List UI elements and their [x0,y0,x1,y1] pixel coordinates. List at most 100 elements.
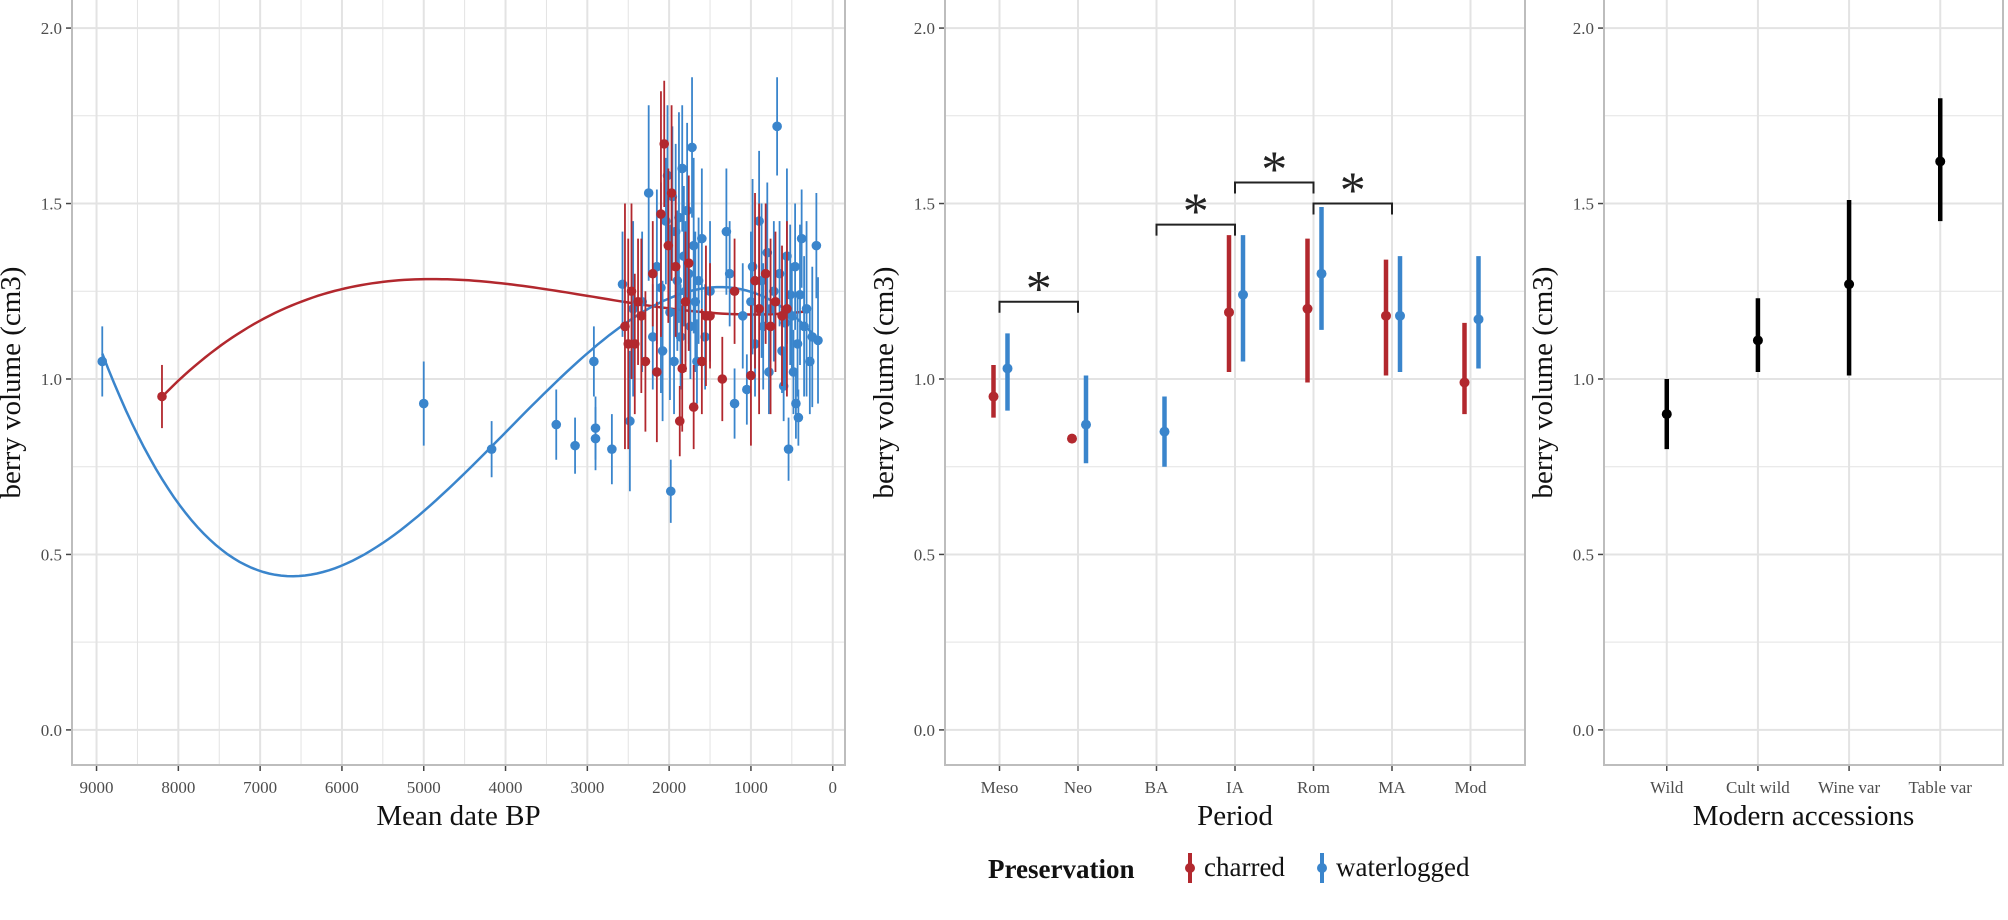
x-tick-label: 8000 [161,778,195,797]
panel-2-ticks: 0.0 0.5 1.0 1.5 2.0 Meso Neo BA IA Rom MA Mod [914,19,1487,797]
panel-1-grid [72,0,845,765]
data-point-waterlogged [669,356,679,367]
data-point-charred [656,209,666,219]
y-tick-label: 1.5 [41,195,62,214]
y-tick-label: 1.0 [41,370,62,389]
legend-label-charred: charred [1204,852,1285,882]
data-point-charred [652,367,662,377]
panel-3-y-axis-title: berry volume (cm3) [1527,267,1559,499]
data-point-waterlogged [682,205,692,216]
data-point-charred [705,311,715,321]
significance-bracket [1234,181,1315,194]
data-point-waterlogged [97,356,108,367]
y-tick-label: 1.5 [914,195,935,214]
y-tick-label: 1.0 [1573,370,1594,389]
x-tick-label: Wild [1650,778,1684,797]
data-point-charred [688,402,699,412]
panel-1-y-axis-title: berry volume (cm3) [0,267,27,499]
x-tick-label: Table var [1909,778,1973,797]
data-point-waterlogged [418,398,429,409]
data-point-charred [640,356,651,367]
data-point-charred [750,275,760,286]
mean-point [1066,433,1077,444]
data-point-waterlogged [792,339,803,349]
x-tick-label: 4000 [489,778,523,797]
data-point-waterlogged [795,289,805,300]
y-tick-label: 0.0 [914,721,935,740]
data-point-waterlogged [799,321,809,332]
data-point-charred [157,391,167,402]
data-point-waterlogged [764,367,774,377]
legend-title: Preservation [988,854,1134,884]
data-point-charred [697,356,707,367]
data-point-waterlogged [590,433,601,444]
mean-point [1316,268,1327,279]
significance-bracket [998,300,1079,313]
y-tick-label: 2.0 [41,19,62,38]
x-tick-label: BA [1145,778,1169,797]
mean-point [1395,310,1406,321]
panel-3-grid [1604,0,2003,765]
data-point-waterlogged [570,440,580,451]
y-tick-label: 1.0 [914,370,935,389]
data-point-waterlogged [643,188,654,198]
mean-point [1302,303,1313,314]
x-tick-label: Neo [1064,778,1092,797]
mean-point [1224,307,1234,318]
mean-point [1935,156,1946,167]
x-tick-label: Wine var [1818,778,1880,797]
data-point-waterlogged [805,356,815,367]
data-point-charred [647,268,658,279]
panel-2-x-axis-title: Period [1197,800,1273,832]
data-point-waterlogged [675,332,686,342]
data-point-waterlogged [672,275,683,286]
mean-point [1080,419,1091,430]
data-point-waterlogged [811,240,822,251]
panel-1-frame [71,0,846,766]
data-point-waterlogged [551,419,562,430]
mean-point [1844,279,1855,290]
y-tick-label: 0.5 [1573,545,1594,564]
data-point-waterlogged [677,163,688,174]
data-point-charred [717,374,728,384]
data-point-charred [659,139,670,149]
data-point-waterlogged [796,233,807,244]
panel-2-frame [944,0,1526,766]
x-tick-label: MA [1378,778,1406,797]
data-point-waterlogged [625,416,635,426]
x-tick-label: IA [1226,778,1245,797]
data-point-waterlogged [790,261,800,272]
panel-3-ticks: 0.0 0.5 1.0 1.5 2.0 Wild Cult wild Wine var Tabl… [1573,19,1973,797]
x-tick-label: 5000 [407,778,441,797]
panel-2-significance-brackets: * * * * [998,141,1393,318]
data-point-waterlogged [737,311,748,321]
significance-star: * [1261,141,1287,198]
x-tick-label: Mod [1454,778,1487,797]
panel-3-frame [1603,0,2004,766]
data-point-charred [683,258,694,268]
y-tick-label: 0.0 [1573,721,1594,740]
significance-star: * [1340,163,1366,220]
data-point-charred [770,296,781,307]
data-point-waterlogged [657,346,668,356]
data-point-charred [777,311,787,321]
x-tick-label: 0 [828,778,837,797]
y-tick-label: 0.5 [41,545,62,564]
data-point-waterlogged [783,444,794,454]
panel-date-scatter: 0.0 0.5 1.0 1.5 2.0 9000 8000 7000 6000 5000 4000 3… [0,0,846,832]
panel-2-y-axis-title: berry volume (cm3) [868,267,900,499]
legend-key-waterlogged [1317,853,1327,883]
panel-1-ticks: 0.0 0.5 1.0 1.5 2.0 9000 8000 7000 6000 5000 4000 3… [41,19,837,797]
panel-3-x-axis-title: Modern accessions [1693,800,1914,832]
data-point-waterlogged [793,412,804,423]
data-point-waterlogged [688,240,699,251]
panel-2-grid [945,0,1525,765]
x-tick-label: 9000 [80,778,114,797]
data-point-charred [674,416,685,426]
mean-point [1238,289,1248,300]
data-point-waterlogged [742,384,752,395]
mean-point [1661,409,1672,420]
panel-1-points [97,77,823,523]
